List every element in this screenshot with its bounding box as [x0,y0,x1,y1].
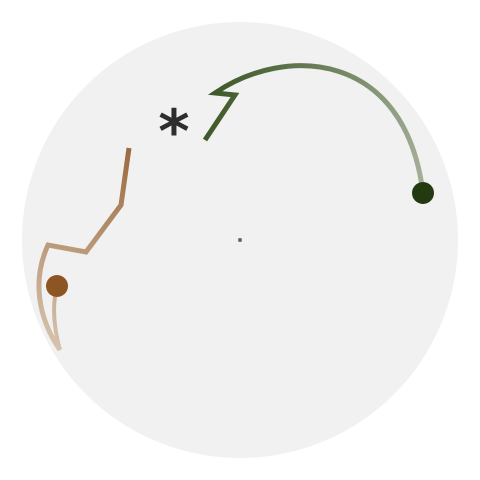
green-snake-head [412,182,434,204]
brown-snake-head [46,275,68,297]
asterisk-marker-icon: * [158,97,189,167]
brown-snake-trail [36,147,132,352]
arena-center-dot [238,238,242,242]
green-snake-trail [202,63,426,194]
